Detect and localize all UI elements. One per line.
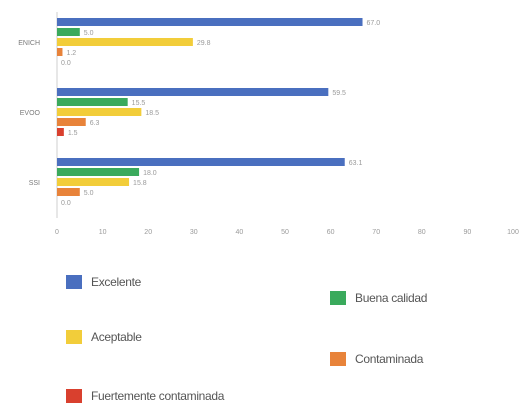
- x-tick-label: 80: [418, 229, 426, 236]
- x-tick-label: 0: [55, 229, 59, 236]
- data-label: 5.0: [84, 30, 94, 37]
- data-label: 15.5: [132, 100, 146, 107]
- legend-item: Aceptable: [66, 330, 142, 344]
- legend-label: Contaminada: [355, 352, 424, 366]
- legend-swatch: [66, 330, 82, 344]
- legend-label: Aceptable: [91, 330, 142, 344]
- bar: [57, 28, 80, 36]
- data-label: 1.2: [66, 50, 76, 57]
- legend-swatch: [330, 291, 346, 305]
- data-label: 15.8: [133, 180, 147, 187]
- bar: [57, 38, 193, 46]
- x-tick-label: 10: [99, 229, 107, 236]
- bar: [57, 88, 329, 96]
- category-label: EVOO: [20, 110, 41, 117]
- bar: [57, 118, 86, 126]
- x-tick-label: 100: [507, 229, 519, 236]
- bar: [57, 128, 64, 136]
- legend-item: Contaminada: [330, 352, 423, 366]
- x-tick-label: 50: [281, 229, 289, 236]
- category-label: SSI: [29, 180, 40, 187]
- legend-item: Fuertemente contaminada: [66, 389, 224, 403]
- data-label: 0.0: [61, 60, 71, 67]
- data-label: 18.5: [145, 110, 159, 117]
- bar: [57, 98, 128, 106]
- legend-swatch: [66, 389, 82, 403]
- x-tick-label: 60: [327, 229, 335, 236]
- category-label: ENICH: [18, 40, 40, 47]
- data-label: 6.3: [90, 120, 100, 127]
- bar: [57, 168, 140, 176]
- x-tick-label: 90: [464, 229, 472, 236]
- data-label: 63.1: [349, 160, 363, 167]
- legend-swatch: [330, 352, 346, 366]
- data-label: 29.8: [197, 40, 211, 47]
- legend-label: Excelente: [91, 275, 141, 289]
- data-label: 18.0: [143, 170, 157, 177]
- x-tick-label: 70: [372, 229, 380, 236]
- legend-item: Excelente: [66, 275, 141, 289]
- legend-label: Fuertemente contaminada: [91, 389, 225, 403]
- bar: [57, 158, 345, 166]
- data-label: 0.0: [61, 200, 71, 207]
- data-label: 1.5: [68, 130, 78, 137]
- legend-swatch: [66, 275, 82, 289]
- bar: [57, 108, 142, 116]
- data-label: 59.5: [332, 90, 346, 97]
- data-label: 67.0: [367, 20, 381, 27]
- x-tick-label: 30: [190, 229, 198, 236]
- data-label: 5.0: [84, 190, 94, 197]
- x-tick-label: 20: [144, 229, 152, 236]
- bar: [57, 178, 130, 186]
- legend-item: Buena calidad: [330, 291, 427, 305]
- x-tick-label: 40: [236, 229, 244, 236]
- bar: [57, 188, 80, 196]
- bar: [57, 18, 363, 26]
- legend-label: Buena calidad: [355, 291, 428, 305]
- bar: [57, 48, 63, 56]
